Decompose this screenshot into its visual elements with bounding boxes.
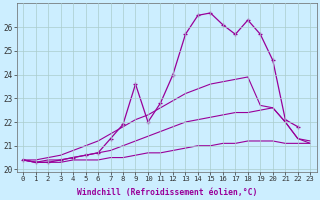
- X-axis label: Windchill (Refroidissement éolien,°C): Windchill (Refroidissement éolien,°C): [76, 188, 257, 197]
